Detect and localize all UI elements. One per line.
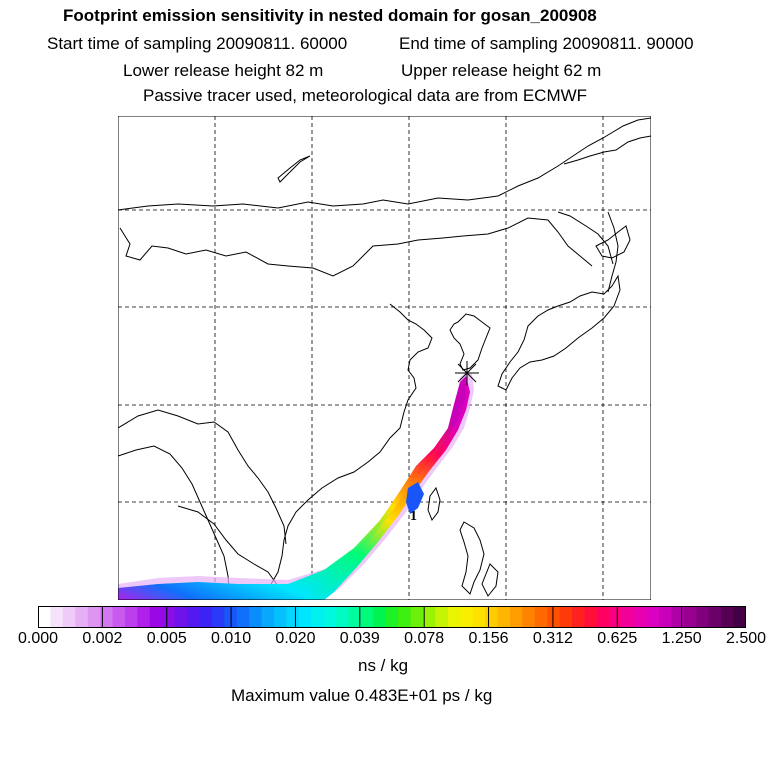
colorbar-tick-label: 0.039: [339, 630, 380, 647]
tracer-info-label: Passive tracer used, meteorological data…: [143, 86, 588, 105]
upper-release-height-label: Upper release height 62 m: [401, 61, 602, 80]
colorbar-tick-label: 0.156: [468, 630, 509, 647]
colorbar-cell: [211, 606, 225, 628]
colorbar-cell: [584, 606, 598, 628]
colorbar-cell: [671, 606, 685, 628]
colorbar: [38, 606, 746, 628]
colorbar-cell: [323, 606, 337, 628]
colorbar-cell: [410, 606, 424, 628]
colorbar-cell: [50, 606, 64, 628]
footprint-plume: [118, 372, 474, 600]
plot-title: Footprint emission sensitivity in nested…: [63, 6, 597, 25]
colorbar-tick-label: 2.500: [725, 630, 767, 647]
colorbar-cell: [286, 606, 300, 628]
colorbar-cell: [646, 606, 660, 628]
colorbar-cell: [398, 606, 412, 628]
plume-label: 1: [410, 509, 417, 524]
colorbar-tick-label: 0.010: [211, 630, 252, 647]
colorbar-cell: [298, 606, 312, 628]
colorbar-tick-label: 1.250: [661, 630, 702, 647]
colorbar-cell: [460, 606, 474, 628]
colorbar-cell: [572, 606, 586, 628]
colorbar-cell: [559, 606, 573, 628]
colorbar-cell: [522, 606, 536, 628]
colorbar-cell: [485, 606, 499, 628]
colorbar-cell: [199, 606, 213, 628]
colorbar-cell: [62, 606, 76, 628]
colorbar-cell: [274, 606, 288, 628]
colorbar-cell: [360, 606, 374, 628]
colorbar-cell: [721, 606, 735, 628]
colorbar-tick-label: 0.020: [275, 630, 316, 647]
footprint-map: 1: [118, 116, 651, 600]
colorbar-cell: [547, 606, 561, 628]
colorbar-cell: [733, 606, 746, 628]
colorbar-cell: [236, 606, 250, 628]
colorbar-cell: [38, 606, 52, 628]
colorbar-tick-label: 0.312: [532, 630, 573, 647]
colorbar-tick-label: 0.078: [404, 630, 445, 647]
colorbar-cell: [696, 606, 710, 628]
colorbar-cell: [174, 606, 188, 628]
colorbar-cell: [149, 606, 163, 628]
colorbar-cell: [634, 606, 648, 628]
star-icon: [455, 361, 479, 385]
colorbar-cell: [112, 606, 126, 628]
colorbar-cell: [497, 606, 511, 628]
end-time-label: End time of sampling 20090811. 90000: [399, 34, 694, 53]
colorbar-tick-label: 0.625: [597, 630, 638, 647]
colorbar-cell: [621, 606, 635, 628]
colorbar-cell: [435, 606, 449, 628]
colorbar-cell: [596, 606, 610, 628]
colorbar-cell: [137, 606, 151, 628]
colorbar-cell: [87, 606, 101, 628]
maximum-value-label: Maximum value 0.483E+01 ps / kg: [231, 686, 493, 705]
colorbar-tick-label: 0.005: [146, 630, 187, 647]
colorbar-cell: [385, 606, 399, 628]
coastlines: [118, 117, 651, 600]
lower-release-height-label: Lower release height 82 m: [123, 61, 324, 80]
colorbar-cell: [336, 606, 350, 628]
colorbar-cell: [249, 606, 263, 628]
colorbar-cell: [447, 606, 461, 628]
colorbar-cell: [348, 606, 362, 628]
colorbar-cell: [162, 606, 176, 628]
colorbar-units: ns / kg: [358, 656, 409, 675]
colorbar-cell: [472, 606, 486, 628]
colorbar-cell: [510, 606, 524, 628]
colorbar-cell: [534, 606, 548, 628]
colorbar-cell: [187, 606, 201, 628]
colorbar-cell: [659, 606, 673, 628]
colorbar-cell: [423, 606, 437, 628]
colorbar-cell: [683, 606, 697, 628]
lat-lon-grid: [118, 116, 651, 600]
colorbar-cell: [261, 606, 275, 628]
colorbar-tick-label: 0.002: [82, 630, 123, 647]
colorbar-cell: [75, 606, 89, 628]
colorbar-cell: [100, 606, 114, 628]
colorbar-tick-label: 0.000: [17, 630, 59, 647]
start-time-label: Start time of sampling 20090811. 60000: [47, 34, 348, 53]
colorbar-cell: [311, 606, 325, 628]
colorbar-cell: [373, 606, 387, 628]
colorbar-cell: [708, 606, 722, 628]
colorbar-cell: [124, 606, 138, 628]
colorbar-cell: [609, 606, 623, 628]
